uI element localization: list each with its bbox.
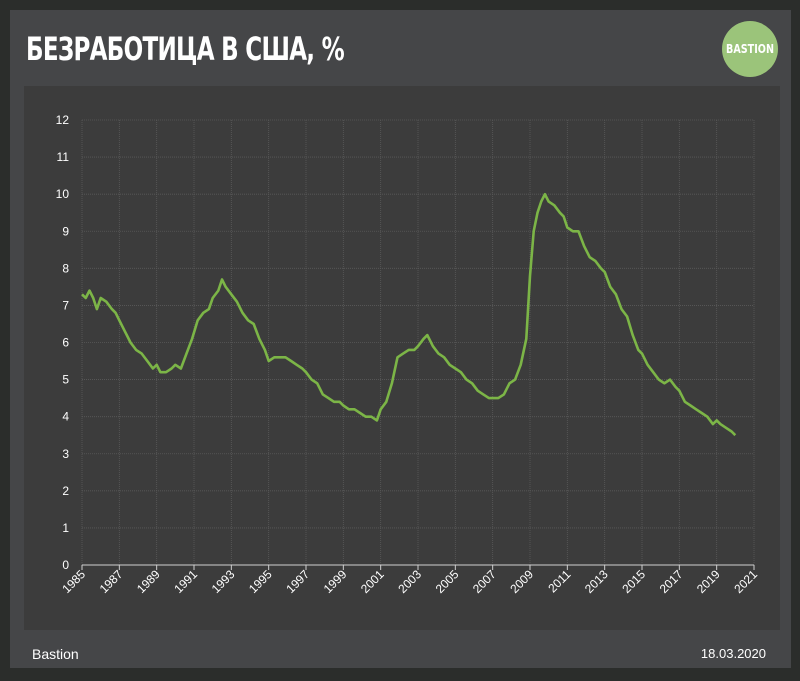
x-tick-label: 1995: [246, 567, 275, 596]
x-tick-label: 2015: [619, 567, 648, 596]
y-tick-label: 11: [57, 150, 70, 164]
bastion-logo: BASTION: [722, 21, 778, 77]
x-tick-label: 1993: [209, 567, 238, 596]
plot-area: 0 1 2 3 4 5 6 7 8 9 10 11 12 1985 1987 1989 1991 1993 1995…: [24, 86, 780, 630]
y-tick-label: 6: [62, 336, 69, 350]
x-tick-label: 1987: [97, 567, 126, 596]
x-tick-label: 2003: [395, 567, 424, 596]
x-tick-label: 2019: [694, 567, 723, 596]
x-tick-label: 2011: [545, 567, 573, 595]
y-tick-label: 8: [62, 261, 69, 275]
unemployment-series-line: [81, 192, 737, 437]
y-tick-label: 7: [62, 298, 69, 312]
x-tick-label: 2021: [731, 567, 760, 596]
y-tick-label: 3: [62, 447, 69, 461]
x-tick-label: 1989: [134, 567, 163, 596]
x-tick-label: 1997: [283, 567, 312, 596]
y-tick-label: 5: [62, 373, 69, 387]
x-tick-label: 2007: [470, 567, 499, 596]
x-tick-label: 1999: [321, 567, 350, 596]
y-tick-label: 2: [62, 484, 69, 498]
y-tick-label: 12: [56, 113, 70, 127]
y-tick-label: 9: [62, 224, 69, 238]
x-tick-label: 2009: [507, 567, 536, 596]
logo-text: BASTION: [726, 42, 775, 56]
date-label: 18.03.2020: [700, 646, 766, 661]
x-tick-label: 2017: [657, 567, 686, 596]
x-tick-label: 1991: [171, 567, 200, 596]
x-tick-label: 2001: [358, 567, 387, 596]
source-label: Bastion: [32, 646, 79, 662]
chart-title: БЕЗРАБОТИЦА В США, %: [26, 30, 345, 68]
y-tick-label: 1: [62, 521, 69, 535]
x-tick-label: 2005: [433, 567, 462, 596]
x-tick-label: 2013: [582, 567, 611, 596]
y-tick-label: 10: [56, 187, 70, 201]
y-tick-label: 0: [62, 558, 69, 572]
y-tick-label: 4: [62, 410, 69, 424]
